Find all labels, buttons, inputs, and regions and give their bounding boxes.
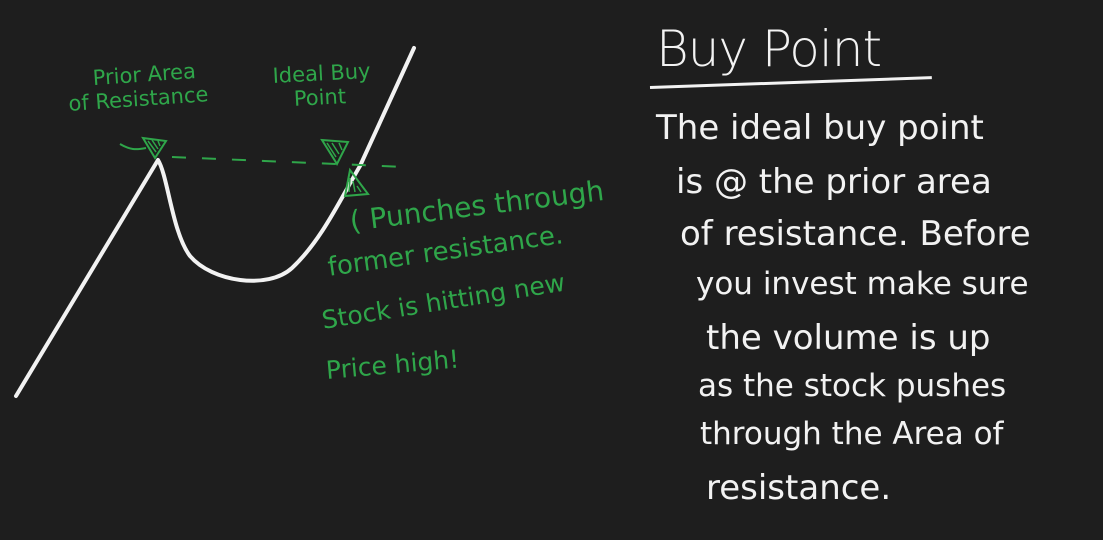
explanation-line-5: the volume is up bbox=[706, 318, 991, 358]
explanation-line-8: resistance. bbox=[706, 468, 892, 508]
resistance-dashed-line bbox=[171, 156, 407, 168]
explanation-line-7: through the Area of bbox=[700, 416, 1004, 452]
explanation-line-4: you invest make sure bbox=[696, 266, 1029, 302]
ideal-buy-label-line2: Point bbox=[293, 84, 347, 111]
explanation-line-1: The ideal buy point bbox=[656, 108, 984, 148]
ideal-buy-arrow-icon bbox=[320, 138, 350, 167]
price-curve bbox=[14, 46, 416, 398]
ideal-buy-label-line1: Ideal Buy bbox=[272, 58, 372, 88]
prior-resistance-arrow-icon bbox=[119, 136, 168, 160]
breakout-arrow-icon bbox=[343, 167, 370, 198]
explanation-line-6: as the stock pushes bbox=[698, 368, 1007, 404]
explanation-heading: Buy Point bbox=[656, 20, 882, 78]
explanation-line-3: of resistance. Before bbox=[680, 214, 1031, 254]
ideal-buy-label: Ideal Buy Point bbox=[272, 59, 372, 112]
prior-area-label: Prior Area of Resistance bbox=[66, 58, 209, 116]
explanation-line-2: is @ the prior area bbox=[676, 162, 992, 202]
